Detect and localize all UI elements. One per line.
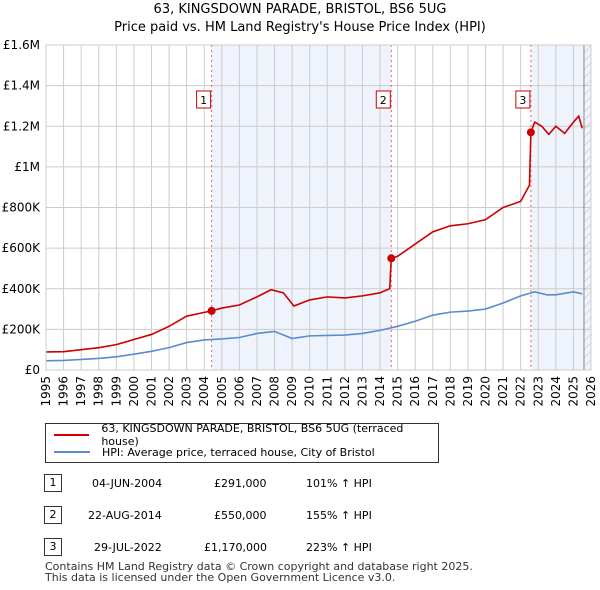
transaction-row: 3 29-JUL-2022 £1,170,000 223% ↑ HPI <box>0 538 600 558</box>
x-tick-label: 2015 <box>391 376 405 407</box>
y-tick-label: £0 <box>25 363 40 377</box>
legend: 63, KINGSDOWN PARADE, BRISTOL, BS6 5UG (… <box>45 422 439 463</box>
footer-copyright: Contains HM Land Registry data © Crown c… <box>45 560 473 573</box>
x-tick-label: 2019 <box>461 376 475 407</box>
x-tick-label: 2003 <box>180 376 194 407</box>
footer-licence: This data is licensed under the Open Gov… <box>45 571 396 584</box>
price-chart: 1995 1996 1997 1998 1999 2000 2001 2002 2003 2004… <box>2 38 598 407</box>
sale-marker-badge: 3 <box>44 538 62 556</box>
sale-label: 2 <box>380 94 387 107</box>
y-tick-label: £1.2M <box>3 119 40 133</box>
legend-label: 63, KINGSDOWN PARADE, BRISTOL, BS6 5UG (… <box>101 422 404 448</box>
x-tick-label: 1998 <box>92 376 106 407</box>
x-tick-label: 2022 <box>514 376 528 407</box>
x-tick-label: 2006 <box>232 376 246 407</box>
x-tick-label: 2011 <box>320 376 334 407</box>
x-tick-label: 2002 <box>162 376 176 407</box>
x-tick-label: 2016 <box>408 376 422 407</box>
x-tick-label: 2026 <box>584 376 598 407</box>
x-tick-label: 2014 <box>373 376 387 407</box>
sale-price: £291,000 <box>214 477 267 490</box>
x-tick-label: 2007 <box>250 376 264 407</box>
transaction-row: 2 22-AUG-2014 £550,000 155% ↑ HPI <box>0 506 600 526</box>
y-tick-label: £400K <box>2 282 42 296</box>
chart-subtitle: Price paid vs. HM Land Registry's House … <box>114 20 486 35</box>
x-tick-label: 2025 <box>566 376 580 407</box>
y-tick-label: £800K <box>2 201 42 215</box>
plot-border <box>45 44 592 371</box>
y-tick-label: £1.6M <box>3 38 40 52</box>
x-tick-label: 2013 <box>355 376 369 407</box>
x-tick-label: 2020 <box>479 376 493 407</box>
x-tick-label: 1996 <box>57 376 71 407</box>
x-tick-label: 1999 <box>109 376 123 407</box>
sale-date: 22-AUG-2014 <box>88 509 162 522</box>
sale-hpi-change: 101% ↑ HPI <box>306 477 372 490</box>
x-tick-label: 1997 <box>74 376 88 407</box>
legend-item-property: 63, KINGSDOWN PARADE, BRISTOL, BS6 5UG (… <box>54 422 438 448</box>
sale-hpi-change: 223% ↑ HPI <box>306 541 372 554</box>
sale-date: 29-JUL-2022 <box>94 541 162 554</box>
sale-marker-badge: 1 <box>44 474 62 492</box>
sale-label-box <box>196 90 212 109</box>
series-line <box>45 114 583 353</box>
sale-point <box>387 254 396 263</box>
sale-marker-badge: 2 <box>44 506 62 524</box>
y-tick-label: £1.4M <box>3 79 40 93</box>
x-tick-label: 2018 <box>443 376 457 407</box>
x-tick-label: 2000 <box>127 376 141 407</box>
x-tick-label: 2005 <box>215 376 229 407</box>
transaction-row: 1 04-JUN-2004 £291,000 101% ↑ HPI <box>0 474 600 494</box>
x-tick-label: 2017 <box>426 376 440 407</box>
sale-point <box>526 128 535 137</box>
x-tick-label: 2024 <box>549 376 563 407</box>
sale-price: £550,000 <box>214 509 267 522</box>
x-tick-label: 1995 <box>39 376 53 407</box>
legend-label: HPI: Average price, terraced house, City… <box>102 445 375 459</box>
series-line <box>45 290 583 362</box>
sale-label-box <box>515 90 531 109</box>
x-tick-label: 2021 <box>496 376 510 407</box>
x-tick-label: 2004 <box>197 376 211 407</box>
legend-item-hpi: HPI: Average price, terraced house, City… <box>54 443 375 461</box>
x-tick-label: 2023 <box>531 376 545 407</box>
x-tick-label: 2012 <box>338 376 352 407</box>
sale-price: £1,170,000 <box>204 541 267 554</box>
sale-label: 3 <box>519 94 526 107</box>
sale-label-box <box>375 90 391 109</box>
x-tick-label: 2001 <box>144 376 158 407</box>
y-tick-label: £600K <box>2 241 42 255</box>
x-tick-label: 2008 <box>268 376 282 407</box>
sale-hpi-change: 155% ↑ HPI <box>306 509 372 522</box>
y-tick-label: £200K <box>2 322 42 336</box>
sale-date: 04-JUN-2004 <box>92 477 163 490</box>
sale-label: 1 <box>200 94 207 107</box>
sale-point <box>207 306 216 315</box>
y-tick-label: £1M <box>14 160 40 174</box>
chart-title: 63, KINGSDOWN PARADE, BRISTOL, BS6 5UG <box>153 2 447 17</box>
x-tick-label: 2009 <box>285 376 299 407</box>
x-tick-label: 2010 <box>303 376 317 407</box>
